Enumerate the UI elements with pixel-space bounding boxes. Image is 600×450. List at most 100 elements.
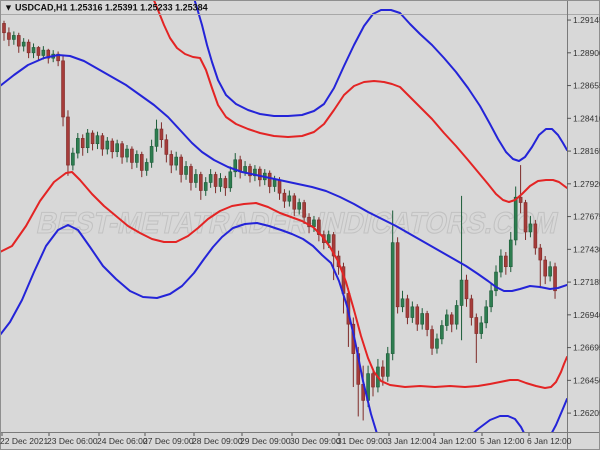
candle-bull: [228, 166, 233, 192]
candle-body: [538, 247, 543, 261]
candle-body: [61, 60, 65, 118]
candle-bear: [464, 274, 469, 307]
candle-bull: [194, 169, 198, 188]
candle-body: [159, 128, 164, 141]
candle-body: [499, 255, 503, 273]
candle-bear: [179, 154, 183, 183]
candle-body: [253, 168, 257, 177]
lower-band-red: [0, 171, 567, 389]
candle-body: [110, 140, 115, 153]
lower-band-blue: [0, 222, 567, 432]
candle-bull: [154, 119, 159, 152]
candle-body: [489, 290, 493, 308]
candle-bear: [307, 213, 311, 234]
candle-body: [277, 179, 282, 194]
title-bar: ▼ USDCAD,H1 1.25316 1.25391 1.25233 1.25…: [4, 3, 208, 13]
candle-bear: [415, 304, 420, 331]
candle-body: [528, 223, 533, 233]
plot-area[interactable]: [0, 0, 567, 450]
time-axis-label: 30 Dec 09:00: [290, 436, 341, 446]
candle-bear: [66, 110, 70, 176]
candle-body: [90, 132, 95, 145]
candle-body: [435, 338, 439, 349]
candle-bear: [267, 170, 272, 194]
candle-body: [272, 179, 277, 187]
price-axis-label: 1.28410: [573, 113, 600, 123]
candle-body: [425, 313, 429, 330]
candle-body: [36, 47, 41, 56]
candle-bear: [110, 138, 115, 159]
upper-band-red: [152, 0, 567, 203]
candle-bear: [425, 310, 429, 337]
candle-body: [469, 298, 474, 318]
candle-body: [199, 174, 203, 191]
candle-bear: [120, 141, 124, 164]
candle-body: [258, 168, 262, 181]
candle-bull: [287, 190, 292, 207]
candle-body: [179, 156, 183, 175]
candle-body: [385, 353, 390, 377]
price-axis-label: 1.27920: [573, 179, 600, 189]
candle-body: [533, 223, 538, 249]
candle-bear: [523, 199, 528, 240]
candle-body: [484, 306, 488, 324]
candle-bull: [115, 139, 119, 158]
candle-bull: [31, 43, 36, 59]
candle-bull: [184, 161, 188, 180]
candle-bull: [410, 301, 415, 323]
candle-body: [213, 174, 218, 187]
candle-bull: [233, 153, 238, 178]
candle-bull: [76, 133, 80, 159]
price-axis-label: 1.26940: [573, 310, 600, 320]
candle-body: [100, 135, 105, 150]
candle-body: [381, 366, 385, 377]
candle-body: [76, 138, 80, 154]
candle-body: [135, 154, 139, 163]
chart-dropdown-icon[interactable]: ▼: [4, 3, 13, 13]
candle-body: [115, 143, 119, 153]
time-axis-label: 28 Dec 09:00: [192, 436, 243, 446]
price-axis[interactable]: 1.29145 1.28900 1.28655 1.28410 1.28165 1.279…: [567, 15, 600, 418]
candle-body: [494, 271, 498, 292]
price-axis-label: 1.27430: [573, 244, 600, 254]
price-axis-label: 1.26450: [573, 375, 600, 385]
candle-bear: [2, 20, 6, 41]
candle-body: [218, 178, 223, 187]
candle-bull: [12, 31, 16, 45]
candle-body: [85, 132, 90, 149]
candle-body: [297, 202, 302, 210]
candle-bull: [203, 177, 208, 196]
candle-body: [449, 314, 454, 325]
candle-body: [459, 279, 464, 306]
candle-body: [26, 41, 31, 54]
candle-body: [267, 172, 272, 187]
candle-body: [287, 195, 292, 202]
candle-bear: [504, 252, 508, 275]
candle-body: [95, 135, 100, 145]
candle-body: [292, 195, 297, 210]
candle-body: [400, 298, 405, 308]
candle-bull: [494, 265, 498, 297]
candle-bear: [331, 231, 336, 281]
candle-body: [410, 306, 415, 318]
candle-body: [390, 242, 395, 354]
candle-bull: [144, 158, 149, 176]
candle-body: [504, 255, 508, 268]
candle-body: [548, 266, 552, 277]
candle-body: [144, 162, 149, 171]
candle-body: [120, 143, 124, 158]
candle-bear: [169, 150, 174, 174]
candle-body: [371, 373, 375, 388]
candle-bull: [297, 198, 302, 215]
candle-body: [228, 171, 233, 189]
candle-body: [130, 148, 134, 163]
candle-bull: [385, 346, 390, 382]
candle-body: [454, 305, 459, 325]
candle-bear: [139, 151, 144, 178]
candle-body: [317, 219, 321, 235]
candle-bull: [71, 147, 75, 171]
candle-bull: [390, 210, 395, 361]
candle-body: [169, 154, 174, 166]
candle-body: [523, 202, 528, 233]
